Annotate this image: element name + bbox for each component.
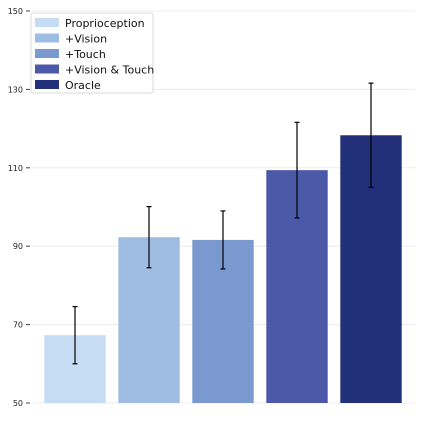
y-tick-label: 130 <box>8 85 23 94</box>
y-tick-label: 150 <box>8 7 23 16</box>
legend-swatch <box>35 18 59 27</box>
legend-label: Oracle <box>65 79 101 92</box>
bars <box>44 135 402 403</box>
error-bars <box>72 82 374 365</box>
legend-label: Proprioception <box>65 17 145 30</box>
legend: Proprioception +Vision +Touch +Vision & Tou… <box>30 12 154 94</box>
legend-swatch <box>35 33 59 43</box>
legend-label: +Touch <box>65 48 106 61</box>
legend-label: +Vision & Touch <box>65 64 154 77</box>
legend-label: +Vision <box>65 33 107 46</box>
legend-box <box>30 12 154 94</box>
y-tick-label: 110 <box>8 164 23 173</box>
y-axis: 50 70 90 110 130 150 <box>8 7 30 408</box>
legend-swatch <box>35 49 59 58</box>
y-tick-label: 50 <box>13 399 23 408</box>
legend-swatch <box>35 80 59 89</box>
y-tick-label: 70 <box>13 321 23 330</box>
legend-swatch <box>35 64 59 74</box>
y-tick-label: 90 <box>13 242 23 251</box>
